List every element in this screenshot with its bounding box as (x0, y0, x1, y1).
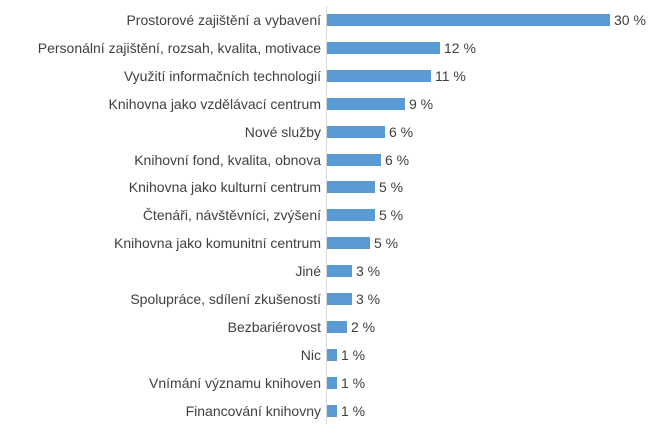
bar-row: Knihovní fond, kvalita, obnova 6 % (0, 146, 664, 174)
bar (327, 125, 385, 138)
bar (327, 41, 440, 54)
category-label: Nic (300, 346, 321, 363)
bar-row: Knihovna jako vzdělávací centrum 9 % (0, 90, 664, 118)
bar-row: Jiné 3 % (0, 257, 664, 285)
bar-row: Personální zajištění, rozsah, kvalita, m… (0, 34, 664, 62)
data-label: 5 % (379, 207, 404, 224)
data-label: 30 % (614, 12, 646, 28)
category-label: Využití informačních technologií (123, 67, 321, 84)
category-label: Personální zajištění, rozsah, kvalita, m… (37, 39, 321, 56)
bar-row: Financování knihovny 1 % (0, 397, 664, 425)
data-label: 3 % (356, 291, 381, 307)
category-label: Bezbariérovost (227, 318, 321, 335)
data-label: 5 % (374, 235, 399, 252)
category-label: Vnímání významu knihoven (149, 374, 321, 391)
bar-row: Knihovna jako kulturní centrum 5 % (0, 173, 664, 201)
bar-row: Vnímání významu knihoven 1 % (0, 369, 664, 397)
category-label: Spolupráce, sdílení zkušeností (130, 291, 321, 307)
category-label: Knihovní fond, kvalita, obnova (134, 151, 321, 168)
data-label: 3 % (356, 263, 381, 280)
category-label: Knihovna jako kulturní centrum (128, 179, 321, 196)
bar (327, 237, 370, 250)
category-label: Prostorové zajištění a vybavení (126, 12, 321, 28)
bar-row: Nové služby 6 % (0, 118, 664, 146)
data-label: 12 % (444, 39, 476, 56)
bar (327, 348, 337, 361)
data-label: 1 % (341, 374, 366, 391)
bar (327, 293, 352, 305)
data-label: 6 % (389, 123, 414, 140)
bar (327, 14, 610, 26)
bar-row: Prostorové zajištění a vybavení 30 % (0, 6, 664, 34)
bar (327, 181, 375, 194)
data-label: 6 % (385, 151, 410, 168)
bar (327, 69, 431, 82)
category-label: Jiné (295, 263, 321, 280)
data-label: 9 % (409, 95, 434, 112)
category-label: Financování knihovny (185, 402, 321, 419)
bar (327, 153, 381, 166)
bar-row: Bezbariérovost 2 % (0, 313, 664, 341)
bar-row: Spolupráce, sdílení zkušeností 3 % (0, 285, 664, 313)
bar-row: Využití informačních technologií 11 % (0, 62, 664, 90)
data-label: 1 % (341, 402, 366, 419)
data-label: 5 % (379, 179, 404, 196)
bar-row: Nic 1 % (0, 341, 664, 369)
bar (327, 265, 352, 278)
bar (327, 376, 337, 389)
bar (327, 209, 375, 222)
category-label: Knihovna jako komunitní centrum (114, 235, 321, 252)
category-label: Nové služby (244, 123, 321, 140)
category-label: Čtenáři, návštěvníci, zvýšení (142, 207, 321, 224)
bar (327, 404, 337, 417)
data-label: 1 % (341, 346, 366, 363)
bar (327, 97, 405, 110)
category-label: Knihovna jako vzdělávací centrum (108, 95, 321, 112)
bar-row: Čtenáři, návštěvníci, zvýšení 5 % (0, 201, 664, 229)
data-label: 2 % (351, 318, 376, 335)
data-label: 11 % (435, 67, 466, 84)
bar-row: Knihovna jako komunitní centrum 5 % (0, 229, 664, 257)
bar (327, 320, 347, 333)
category-axis-line (326, 6, 327, 424)
